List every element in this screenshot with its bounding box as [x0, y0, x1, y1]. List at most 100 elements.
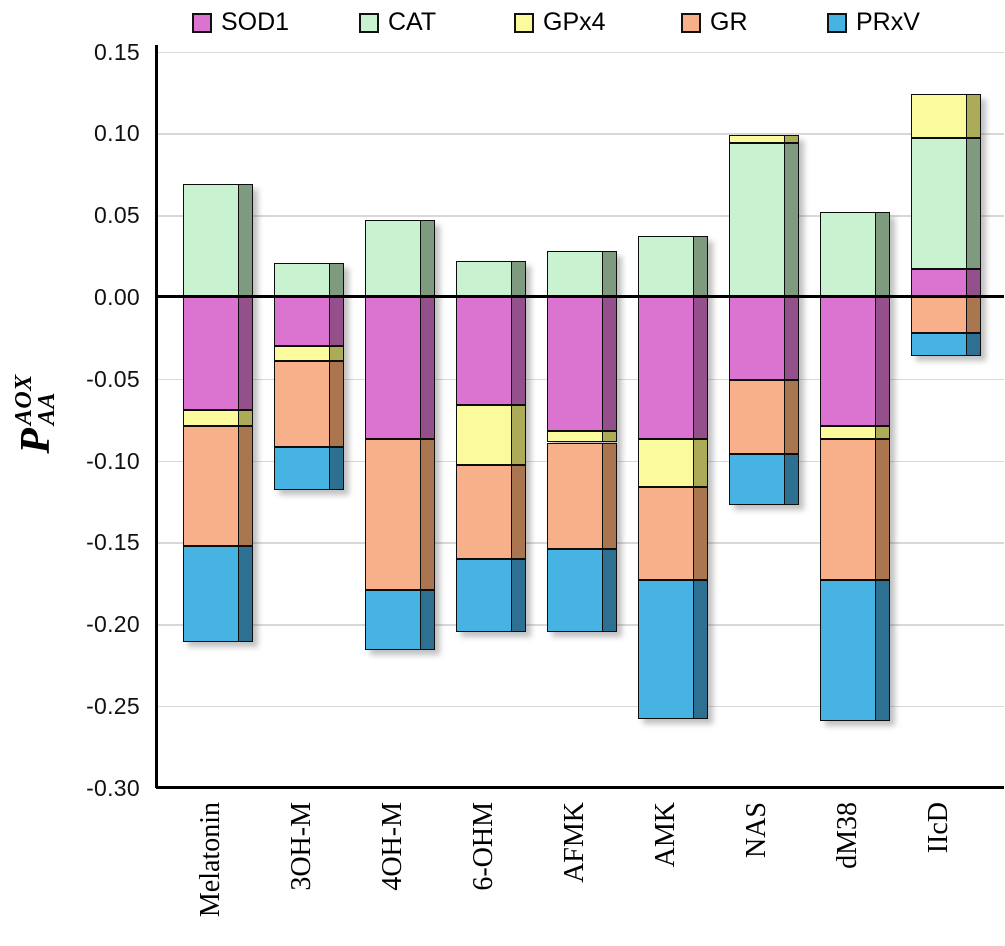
bar-segment-side-gpx4-IIcD: [965, 94, 981, 139]
bar-segment-gr-6-OHM: [456, 465, 512, 559]
bar-segment-cat-dM38: [820, 211, 876, 297]
bar-segment-side-gpx4-3OH-M: [328, 345, 344, 361]
bar-segment-side-gr-6-OHM: [510, 465, 526, 559]
y-axis-title-supsub: AOX AA: [11, 374, 60, 426]
y-axis-title-superscript: AOX: [11, 374, 37, 426]
bar-segment-side-prxv-IIcD: [965, 332, 981, 356]
bar-segment-side-gr-3OH-M: [328, 360, 344, 448]
bar-segment-side-prxv-4OH-M: [419, 589, 435, 651]
bar-segment-side-cat-NAS: [783, 143, 799, 297]
x-category-label-IIcD: IIcD: [923, 802, 954, 854]
bar-segment-prxv-IIcD: [911, 332, 967, 356]
bar-segment-sod1-dM38: [820, 296, 876, 427]
bar-segment-sod1-IIcD: [911, 269, 967, 297]
gridline: [156, 705, 1004, 708]
bar-segment-sod1-Melatonin: [183, 296, 239, 410]
bar-segment-prxv-NAS: [729, 453, 785, 505]
bar-segment-side-sod1-AMK: [692, 296, 708, 440]
bar-segment-cat-NAS: [729, 143, 785, 297]
y-tick-label: -0.15: [86, 529, 140, 556]
legend-label-gpx4: GPx4: [543, 8, 606, 36]
legend-swatch-gr: [681, 12, 701, 33]
bar-segment-prxv-AFMK: [547, 548, 603, 633]
bar-segment-prxv-6-OHM: [456, 558, 512, 633]
bar-segment-side-gpx4-AFMK: [601, 431, 617, 443]
legend-item-sod1: SOD1: [192, 8, 289, 37]
bar-segment-side-gr-dM38: [874, 439, 890, 580]
bar-segment-side-prxv-NAS: [783, 453, 799, 505]
y-tick-label: 0.00: [94, 283, 140, 310]
legend-item-gr: GR: [681, 8, 748, 37]
bar-segment-side-prxv-AMK: [692, 579, 708, 719]
bar-segment-cat-AFMK: [547, 251, 603, 297]
bar-segment-side-sod1-4OH-M: [419, 296, 435, 440]
zero-baseline: [156, 295, 1004, 299]
bar-segment-side-cat-6-OHM: [510, 260, 526, 297]
legend-swatch-gpx4: [514, 12, 534, 33]
bar-segment-side-prxv-dM38: [874, 579, 890, 721]
bar-segment-cat-4OH-M: [365, 220, 421, 297]
bar-segment-side-cat-IIcD: [965, 138, 981, 270]
gridline: [156, 215, 1004, 217]
legend-label-cat: CAT: [388, 8, 437, 36]
bar-segment-side-gr-4OH-M: [419, 439, 435, 590]
legend-swatch-prxv: [827, 12, 847, 33]
legend-item-gpx4: GPx4: [514, 8, 606, 37]
bar-segment-side-prxv-6-OHM: [510, 558, 526, 633]
bar-segment-gpx4-3OH-M: [274, 345, 330, 361]
bar-segment-sod1-NAS: [729, 296, 785, 381]
gridline: [156, 133, 1004, 135]
x-category-label-4OH-M: 4OH-M: [377, 802, 408, 891]
bar-segment-side-gr-NAS: [783, 380, 799, 454]
bar-segment-prxv-3OH-M: [274, 447, 330, 490]
legend-swatch-cat: [359, 12, 379, 33]
bar-segment-gpx4-Melatonin: [183, 409, 239, 427]
bar-segment-gr-dM38: [820, 439, 876, 580]
y-axis-line: [154, 45, 158, 788]
y-axis-title: P AOX AA: [0, 344, 75, 484]
bar-segment-cat-3OH-M: [274, 262, 330, 297]
bar-segment-side-sod1-3OH-M: [328, 296, 344, 346]
legend-label-gr: GR: [710, 8, 748, 36]
bar-segment-side-sod1-AFMK: [601, 296, 617, 432]
bar-segment-sod1-4OH-M: [365, 296, 421, 440]
bar-segment-gr-3OH-M: [274, 360, 330, 448]
y-tick-label: -0.25: [86, 692, 140, 719]
bar-segment-gr-AFMK: [547, 442, 603, 549]
bar-segment-sod1-3OH-M: [274, 296, 330, 346]
legend-item-cat: CAT: [359, 8, 436, 37]
bar-segment-side-cat-4OH-M: [419, 220, 435, 297]
legend: SOD1 CAT GPx4 GR PRxV: [0, 0, 1005, 40]
bar-segment-side-gpx4-6-OHM: [510, 404, 526, 466]
bar-segment-side-sod1-IIcD: [965, 269, 981, 297]
bar-segment-gpx4-AMK: [638, 439, 694, 487]
bar-segment-gpx4-dM38: [820, 426, 876, 440]
gridline: [156, 51, 1004, 53]
bar-segment-side-prxv-AFMK: [601, 548, 617, 633]
y-axis-title-subscript: AA: [34, 392, 60, 426]
legend-label-prxv: PRxV: [856, 8, 920, 36]
bar-segment-gr-AMK: [638, 486, 694, 580]
legend-item-prxv: PRxV: [827, 8, 920, 37]
bar-segment-cat-AMK: [638, 236, 694, 297]
bar-segment-side-gpx4-dM38: [874, 426, 890, 440]
bar-segment-side-gr-AMK: [692, 486, 708, 580]
legend-swatch-sod1: [192, 12, 212, 33]
bar-segment-side-sod1-NAS: [783, 296, 799, 381]
bar-segment-side-gr-Melatonin: [237, 426, 253, 546]
bar-segment-side-sod1-6-OHM: [510, 296, 526, 405]
bar-segment-side-prxv-3OH-M: [328, 447, 344, 490]
bar-segment-side-cat-AFMK: [601, 251, 617, 297]
y-axis-title-base: P: [13, 428, 59, 454]
bar-segment-side-gr-IIcD: [965, 296, 981, 333]
bar-segment-gr-4OH-M: [365, 439, 421, 590]
bar-segment-side-cat-3OH-M: [328, 262, 344, 297]
x-category-label-dM38: dM38: [832, 802, 863, 869]
bar-segment-gpx4-NAS: [729, 134, 785, 144]
bar-segment-sod1-6-OHM: [456, 296, 512, 405]
y-tick-label: -0.20: [86, 611, 140, 638]
bar-segment-prxv-dM38: [820, 579, 876, 721]
bar-segment-side-sod1-dM38: [874, 296, 890, 427]
bar-segment-gpx4-AFMK: [547, 431, 603, 443]
